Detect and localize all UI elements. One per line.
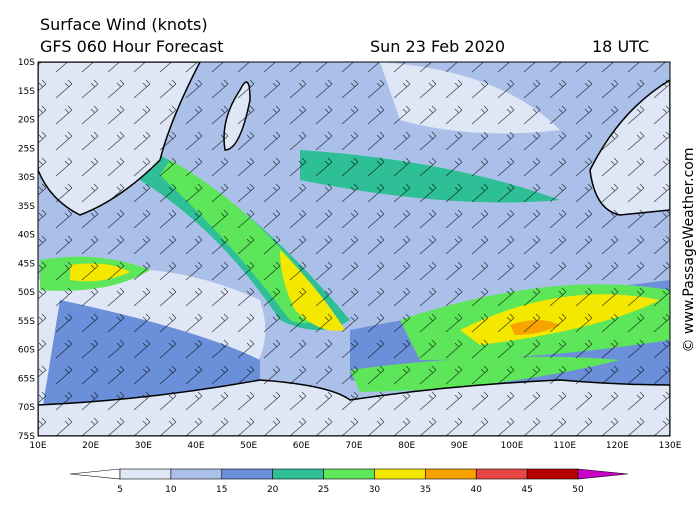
lon-label: 80E bbox=[398, 441, 415, 451]
colorbar-label: 50 bbox=[572, 485, 584, 495]
colorbar-segment bbox=[323, 468, 375, 480]
lat-label: 65S bbox=[18, 374, 35, 384]
lat-label: 50S bbox=[18, 288, 35, 298]
colorbar-label: 20 bbox=[267, 485, 279, 495]
colorbar-segment bbox=[526, 468, 579, 480]
lat-label: 45S bbox=[18, 259, 35, 269]
colorbar-label: 5 bbox=[117, 485, 123, 495]
colorbar-segment bbox=[221, 468, 273, 480]
colorbar-label: 25 bbox=[318, 485, 329, 495]
credit: © www.PassageWeather.com bbox=[681, 147, 697, 352]
lon-label: 110E bbox=[553, 441, 576, 451]
colorbar-arrow-high bbox=[577, 468, 629, 480]
lat-label: 10S bbox=[18, 58, 35, 68]
lon-label: 50E bbox=[240, 441, 257, 451]
colorbar-label: 45 bbox=[521, 485, 532, 495]
lon-label: 60E bbox=[293, 441, 310, 451]
colorbar-label: 40 bbox=[470, 485, 482, 495]
title: Surface Wind (knots) bbox=[40, 15, 208, 34]
colorbar-label: 30 bbox=[369, 485, 381, 495]
lat-label: 40S bbox=[18, 231, 35, 241]
lon-label: 30E bbox=[135, 441, 152, 451]
colorbar-segment bbox=[425, 468, 477, 480]
lon-label: 10E bbox=[29, 441, 46, 451]
lat-label: 25S bbox=[18, 144, 35, 154]
map-field bbox=[38, 62, 670, 436]
lat-label: 70S bbox=[18, 403, 35, 413]
lat-label: 60S bbox=[18, 346, 35, 356]
colorbar-segment bbox=[475, 468, 528, 480]
lon-label: 90E bbox=[451, 441, 468, 451]
lon-label: 120E bbox=[606, 441, 629, 451]
lat-label: 30S bbox=[18, 173, 35, 183]
lat-label: 15S bbox=[18, 87, 35, 97]
colorbar-label: 10 bbox=[165, 485, 177, 495]
colorbar-segment bbox=[374, 468, 426, 480]
lon-label: 20E bbox=[82, 441, 99, 451]
time: 18 UTC bbox=[592, 37, 649, 56]
lon-label: 40E bbox=[187, 441, 204, 451]
colorbar-arrow-low bbox=[69, 468, 121, 480]
colorbar-segment bbox=[272, 468, 324, 480]
lon-label: 70E bbox=[345, 441, 362, 451]
lat-label: 35S bbox=[18, 202, 35, 212]
lat-label: 55S bbox=[18, 317, 35, 327]
colorbar-segment bbox=[119, 468, 172, 480]
lat-label: 20S bbox=[18, 116, 35, 126]
map-frame bbox=[37, 61, 671, 437]
lon-label: 130E bbox=[659, 441, 682, 451]
colorbar-label: 15 bbox=[216, 485, 227, 495]
colorbar-label: 35 bbox=[420, 485, 431, 495]
colorbar-segment bbox=[170, 468, 223, 480]
lon-label: 100E bbox=[501, 441, 524, 451]
date: Sun 23 Feb 2020 bbox=[370, 37, 505, 56]
model: GFS 060 Hour Forecast bbox=[40, 37, 224, 56]
lat-label: 75S bbox=[18, 432, 35, 442]
